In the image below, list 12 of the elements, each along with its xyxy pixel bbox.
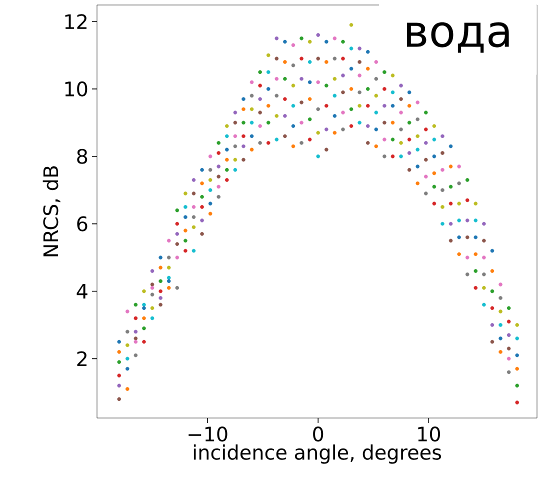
y-tick-label: 6 — [77, 216, 88, 232]
x-tick-label: 10 — [418, 426, 440, 442]
x-tick-label: −10 — [188, 426, 228, 442]
x-tick-label: 0 — [313, 426, 324, 442]
y-tick-label: 2 — [77, 351, 86, 366]
y-tick-label: 10 — [65, 81, 88, 96]
y-tick-label: 12 — [65, 14, 86, 29]
y-axis-title: NRCS, dB — [42, 166, 60, 256]
annotation: вода — [406, 22, 509, 53]
x-axis-title: incidence angle, degrees — [194, 444, 442, 464]
y-tick-label: 8 — [77, 148, 88, 164]
y-tick-label: 4 — [76, 284, 88, 298]
